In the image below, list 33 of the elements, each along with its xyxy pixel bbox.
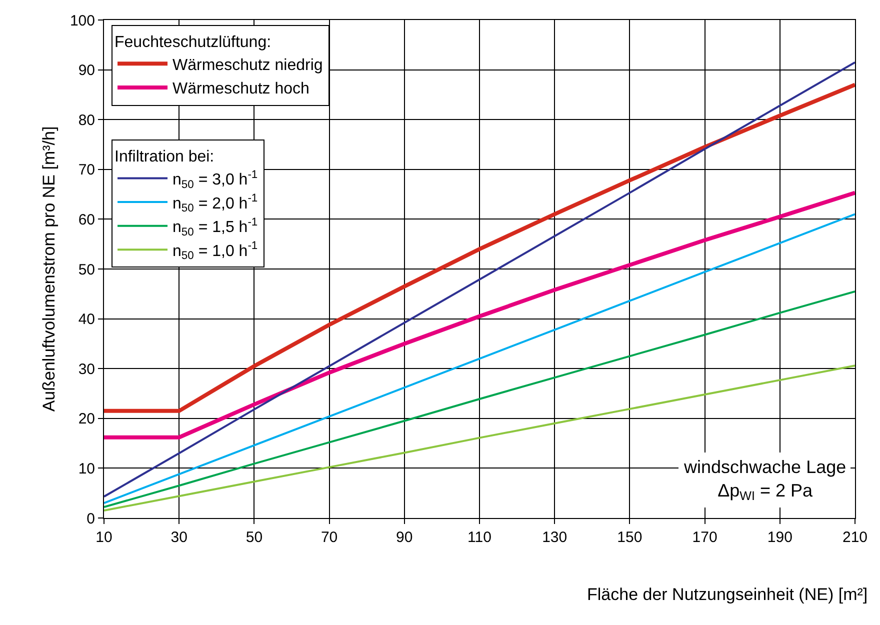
x-tick-label: 50: [246, 529, 263, 546]
legend-label: n$_{50}$ = 1,5 h$^{-1}$: [172, 216, 258, 238]
legend-label: n$_{50}$ = 2,0 h$^{-1}$: [172, 192, 258, 215]
x-tick-label: 170: [692, 529, 718, 546]
y-tick-label: 20: [78, 410, 95, 428]
y-tick-label: 100: [70, 12, 95, 30]
text: Infiltration bei:: [114, 148, 214, 166]
text: Feuchteschutzlüftung:: [114, 34, 272, 51]
legend-label: Wärmeschutz niedrig: [172, 56, 323, 74]
annotation: windschwache Lage Δp$_{WI}$ = 2 Pa: [683, 457, 846, 504]
legend-label: Wärmeschutz hoch: [172, 80, 310, 98]
x-tick-label: 190: [767, 529, 792, 546]
y-tick-label: 0: [86, 510, 95, 528]
y-tick-label: 30: [78, 360, 95, 378]
x-tick-label: 210: [842, 529, 868, 546]
y-tick-label: 70: [78, 162, 95, 179]
x-axis-title: Fläche der Nutzungseinheit (NE) [m²]: [587, 585, 868, 604]
legend-label: n$_{50}$ = 1,0 h$^{-1}$: [172, 240, 258, 262]
y-tick-label: 80: [78, 112, 95, 129]
x-tick-label: 110: [468, 529, 492, 546]
y-tick-label: 10: [78, 460, 95, 478]
legend-label: n$_{50}$ = 3,0 h$^{-1}$: [172, 168, 258, 191]
y-tick-label: 90: [78, 62, 95, 80]
x-tick-label: 30: [170, 529, 188, 546]
y-tick-label: 60: [78, 211, 95, 228]
x-tick-label: 10: [96, 529, 112, 546]
x-tick-label: 130: [542, 529, 568, 546]
x-tick-label: 90: [396, 529, 413, 546]
y-axis-title: Außenluftvolumenstrom pro NE [m³/h]: [40, 126, 59, 412]
y-tick-label: 40: [78, 311, 95, 328]
x-tick-label: 150: [617, 529, 642, 546]
x-tick-label: 70: [320, 529, 338, 546]
y-tick-label: 50: [78, 261, 95, 278]
